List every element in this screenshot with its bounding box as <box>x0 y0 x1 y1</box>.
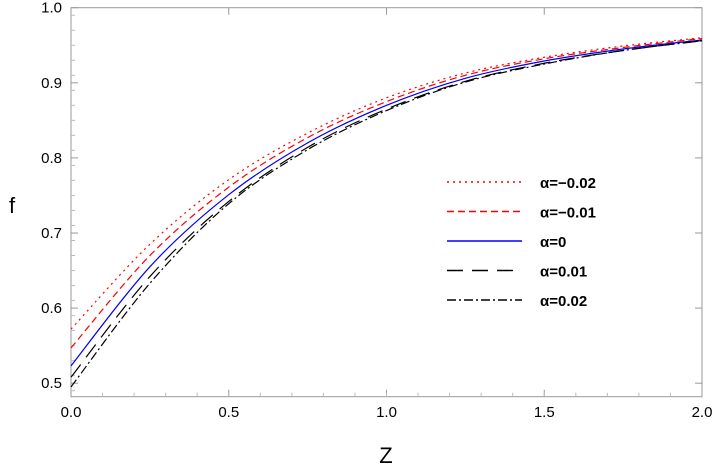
series-line-2 <box>70 39 703 367</box>
legend-label: α=0.02 <box>540 293 587 310</box>
y-axis-label: f <box>9 193 16 218</box>
plot-frame <box>70 7 703 398</box>
y-tick-label: 0.6 <box>41 300 62 317</box>
x-tick-label: 2.0 <box>692 404 713 421</box>
y-tick-label: 1.0 <box>41 0 62 17</box>
y-tick-label: 0.8 <box>41 150 62 167</box>
y-tick-label: 0.9 <box>41 75 62 92</box>
legend-label: α=−0.01 <box>540 205 596 222</box>
legend-label: α=0 <box>540 234 566 251</box>
series-line-1 <box>70 37 703 349</box>
x-tick-label: 0.0 <box>61 404 82 421</box>
series-line-0 <box>70 37 703 330</box>
y-tick-label: 0.5 <box>41 375 62 392</box>
x-tick-label: 1.0 <box>376 404 397 421</box>
series-line-4 <box>70 40 703 388</box>
x-tick-label: 1.5 <box>534 404 555 421</box>
series-line-3 <box>70 40 703 378</box>
legend-label: α=−0.02 <box>540 175 596 192</box>
x-axis-label: Z <box>379 443 392 468</box>
legend-label: α=0.01 <box>540 264 587 281</box>
x-tick-label: 0.5 <box>218 404 239 421</box>
y-tick-label: 0.7 <box>41 225 62 242</box>
